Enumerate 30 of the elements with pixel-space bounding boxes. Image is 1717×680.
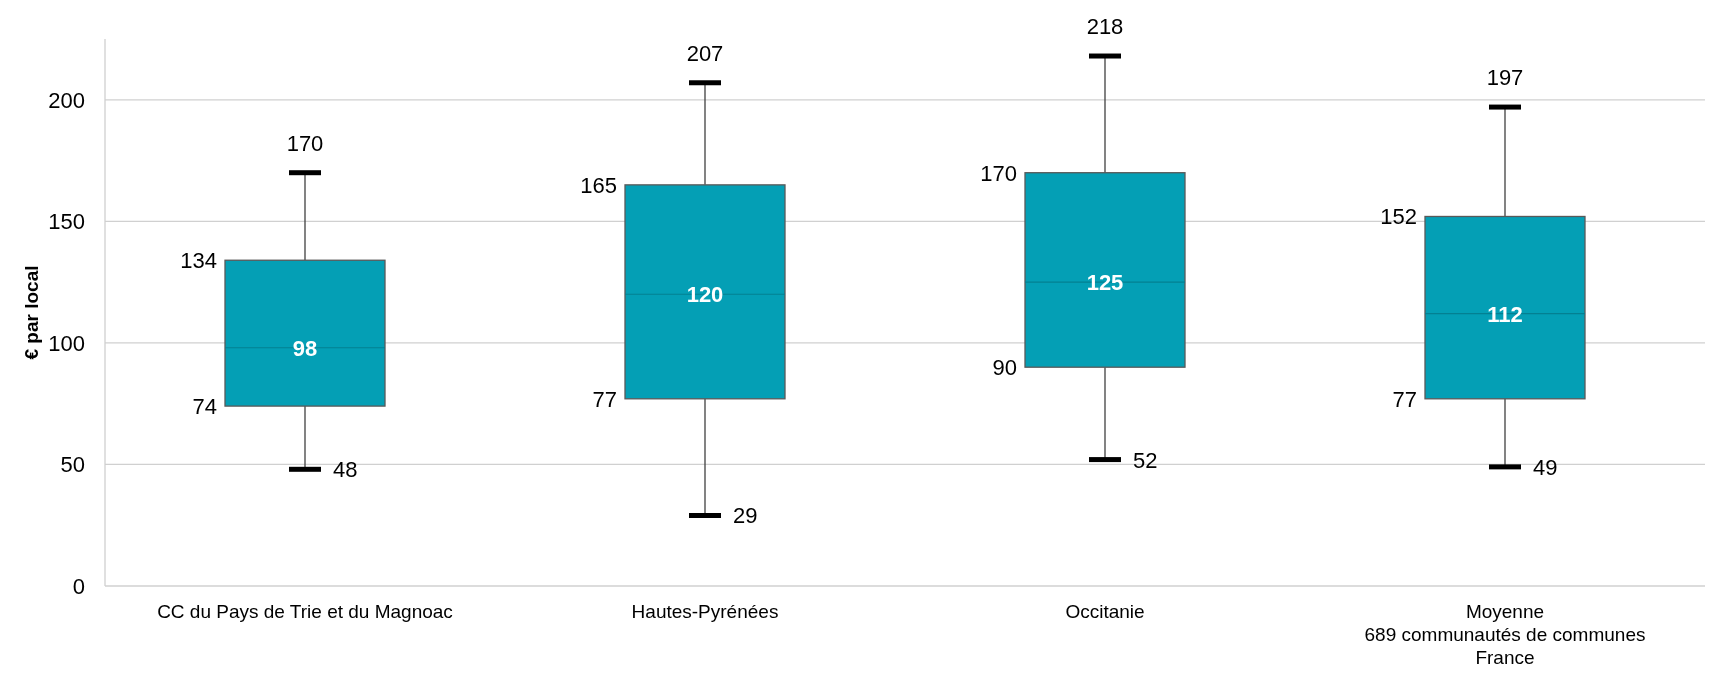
annotation: 74 — [192, 394, 217, 420]
annotation: 112 — [1487, 301, 1523, 327]
x-tick-label: Moyenne 689 communautés de communes France — [1364, 601, 1646, 668]
annotation: 218 — [1086, 14, 1124, 40]
y-tick-label: 150 — [48, 209, 85, 235]
x-tick-label: Hautes-Pyrénées — [631, 601, 779, 622]
annotation: 125 — [1086, 270, 1124, 296]
y-tick-label: 200 — [48, 87, 85, 113]
annotation: 170 — [980, 160, 1017, 186]
x-tick-label: CC du Pays de Trie et du Magnoac — [157, 601, 453, 622]
x-tick-label: Occitanie — [1065, 601, 1145, 622]
annotation: 197 — [1486, 65, 1524, 91]
y-tick-label: 0 — [72, 574, 85, 599]
y-axis-title: € par local — [21, 265, 42, 360]
annotation: 77 — [1392, 386, 1417, 412]
annotation: 120 — [686, 282, 724, 308]
annotation: 207 — [686, 40, 724, 66]
annotation: 98 — [292, 335, 318, 361]
annotation: 49 — [1533, 454, 1558, 480]
annotation: 48 — [333, 457, 358, 483]
annotation: 152 — [1380, 204, 1417, 230]
annotation: 165 — [580, 172, 617, 198]
annotation: 134 — [180, 248, 217, 274]
annotation: 52 — [1133, 447, 1158, 473]
annotation: 29 — [733, 503, 758, 529]
annotation: 170 — [286, 130, 324, 156]
annotation: 90 — [992, 355, 1017, 381]
annotation: 77 — [592, 386, 617, 412]
y-tick-label: 50 — [60, 452, 85, 478]
y-tick-label: 100 — [48, 330, 85, 356]
